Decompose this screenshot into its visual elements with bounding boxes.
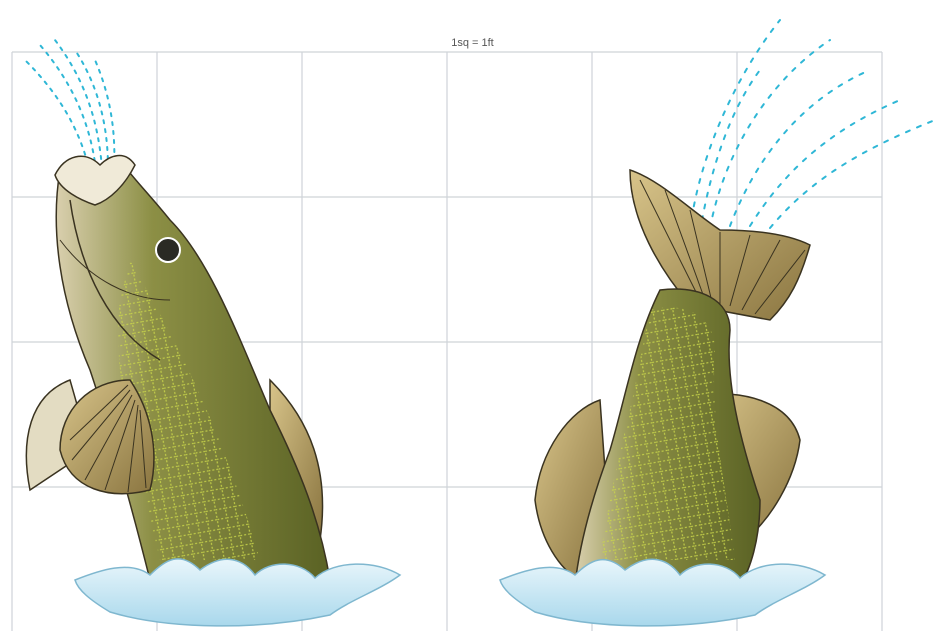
water-splash-left [74, 558, 402, 627]
water-splash-right [499, 558, 827, 627]
pectoral-fin-left [59, 379, 155, 495]
scale-label: 1sq = 1ft [451, 37, 494, 49]
eye-left [155, 237, 181, 263]
water-spray-left [24, 39, 116, 173]
bass-jumping-head-up [24, 39, 402, 627]
bass-diving-tail-up [499, 19, 936, 627]
gill-cover-left [69, 199, 161, 361]
mouth-left [54, 154, 136, 206]
water-spray-right [689, 19, 936, 233]
